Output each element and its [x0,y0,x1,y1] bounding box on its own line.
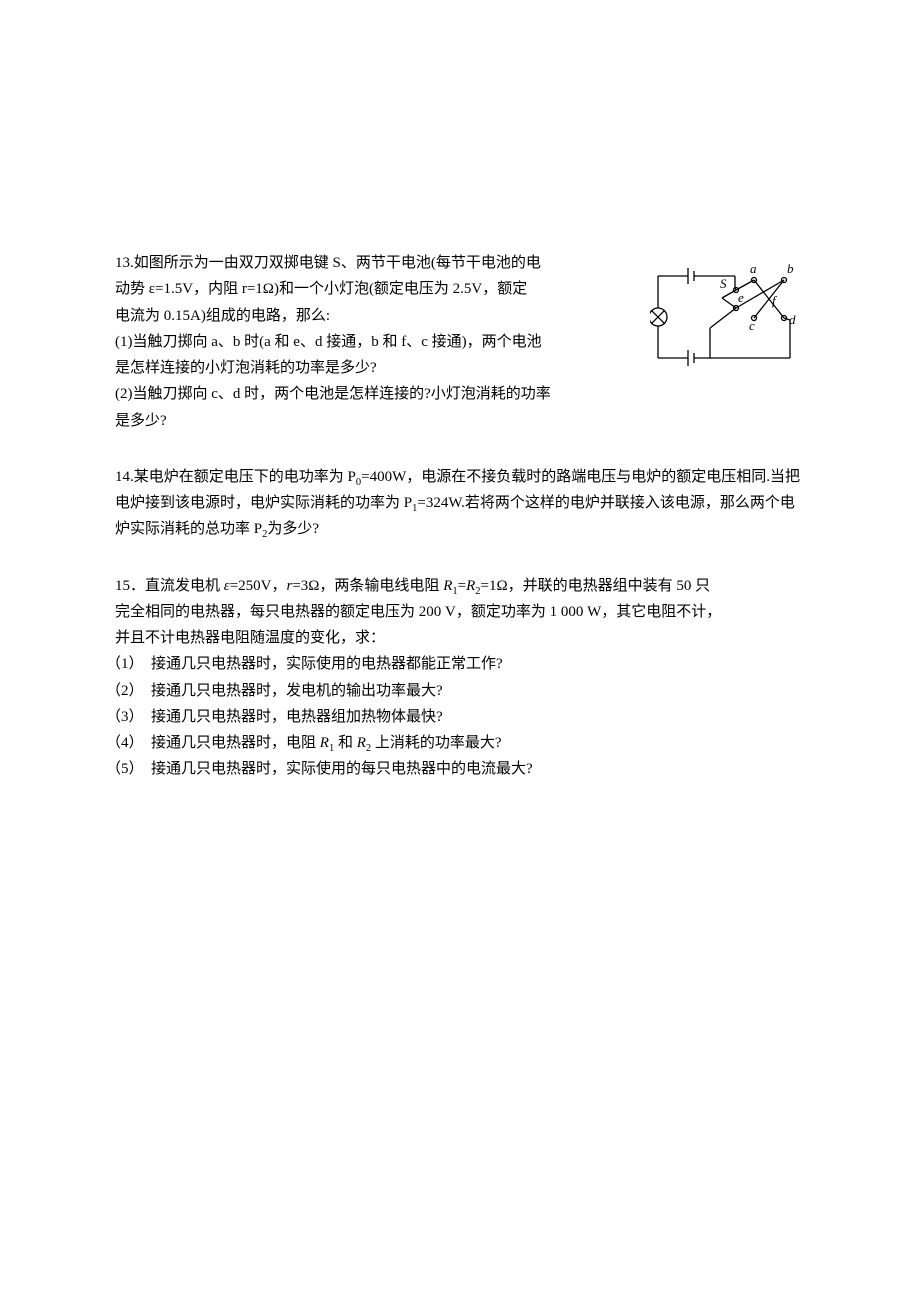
p15-q5: （5） 接通几只电热器时，实际使用的每只电热器中的电流最大? [145,756,805,782]
p15-q2: （2） 接通几只电热器时，发电机的输出功率最大? [145,678,805,704]
circuit-diagram: S a b c d e f [650,258,805,378]
label-b: b [787,261,794,276]
problem-14: 14.某电炉在额定电压下的电功率为 P0=400W，电源在不接负载时的路端电压与… [115,464,805,543]
p15-line2: 完全相同的电热器，每只电热器的额定电压为 200 V，额定功率为 1 000 W… [115,599,805,625]
label-c: c [749,318,755,333]
p15-q1: （1） 接通几只电热器时，实际使用的电热器都能正常工作? [145,651,805,677]
label-d: d [789,312,796,327]
p13-line5: 是怎样连接的小灯泡消耗的功率是多少? [115,355,635,381]
label-f: f [772,293,778,308]
label-e: e [738,290,744,305]
p13-line2: 动势 ε=1.5V，内阻 r=1Ω)和一个小灯泡(额定电压为 2.5V，额定 [115,276,635,302]
p15-q3: （3） 接通几只电热器时，电热器组加热物体最快? [145,704,805,730]
label-a: a [750,261,757,276]
p15-sub-questions: （1） 接通几只电热器时，实际使用的电热器都能正常工作? （2） 接通几只电热器… [115,651,805,782]
p15-q4: （4） 接通几只电热器时，电阻 R1 和 R2 上消耗的功率最大? [145,730,805,756]
problem-13: 13.如图所示为一由双刀双掷电键 S、两节干电池(每节干电池的电 动势 ε=1.… [115,250,805,434]
p14-t4: =324W.若将两个这样的电炉并联接 [417,495,645,511]
p14-t6: 为多少? [267,521,319,537]
p14-t1: 14.某电炉在额定电压下的电功率为 P [115,469,356,485]
p13-line1: 13.如图所示为一由双刀双掷电键 S、两节干电池(每节干电池的电 [115,250,635,276]
p15-line3: 并且不计电热器电阻随温度的变化，求： [115,625,805,651]
p13-line7: 是多少? [115,408,635,434]
p15-line1: 15．直流发电机 ε=250V，r=3Ω，两条输电线电阻 R1=R2=1Ω，并联… [115,573,805,599]
problem-15: 15．直流发电机 ε=250V，r=3Ω，两条输电线电阻 R1=R2=1Ω，并联… [115,573,805,783]
p14-t2: =400W，电源在不接负载时的路端电压与电炉的额定电 [361,469,721,485]
p13-line3: 电流为 0.15A)组成的电路，那么: [115,303,635,329]
p13-line6: (2)当触刀掷向 c、d 时，两个电池是怎样连接的?小灯泡消耗的功率 [115,381,635,407]
label-S: S [720,276,727,291]
p13-line4: (1)当触刀掷向 a、b 时(a 和 e、d 接通，b 和 f、c 接通)，两个… [115,329,635,355]
